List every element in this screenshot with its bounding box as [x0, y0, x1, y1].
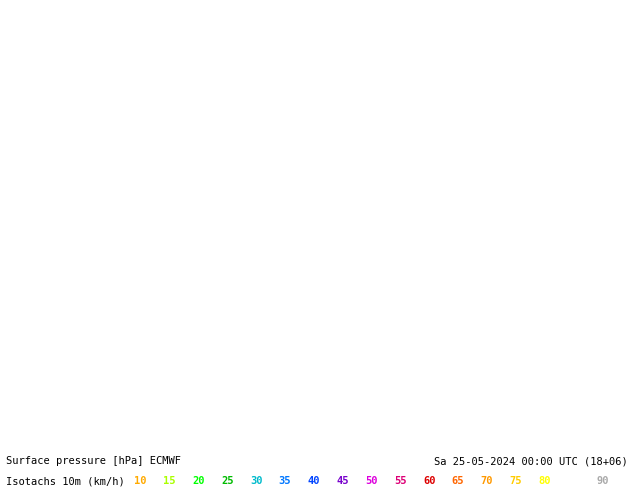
Text: Surface pressure [hPa] ECMWF: Surface pressure [hPa] ECMWF [6, 456, 181, 466]
Text: 45: 45 [337, 476, 349, 486]
Text: 25: 25 [221, 476, 233, 486]
Text: 20: 20 [192, 476, 205, 486]
Text: 10: 10 [134, 476, 147, 486]
Text: 15: 15 [164, 476, 176, 486]
Text: 30: 30 [250, 476, 262, 486]
Text: 80: 80 [538, 476, 551, 486]
Text: 55: 55 [394, 476, 406, 486]
Text: 60: 60 [423, 476, 436, 486]
Text: 50: 50 [365, 476, 378, 486]
Text: 65: 65 [452, 476, 464, 486]
Text: 90: 90 [596, 476, 609, 486]
Text: 40: 40 [307, 476, 320, 486]
Text: Sa 25-05-2024 00:00 UTC (18+06): Sa 25-05-2024 00:00 UTC (18+06) [434, 456, 628, 466]
Text: 75: 75 [510, 476, 522, 486]
Text: 70: 70 [481, 476, 493, 486]
Text: 85: 85 [567, 476, 579, 486]
Text: 35: 35 [279, 476, 291, 486]
Text: Isotachs 10m (km/h): Isotachs 10m (km/h) [6, 476, 125, 486]
